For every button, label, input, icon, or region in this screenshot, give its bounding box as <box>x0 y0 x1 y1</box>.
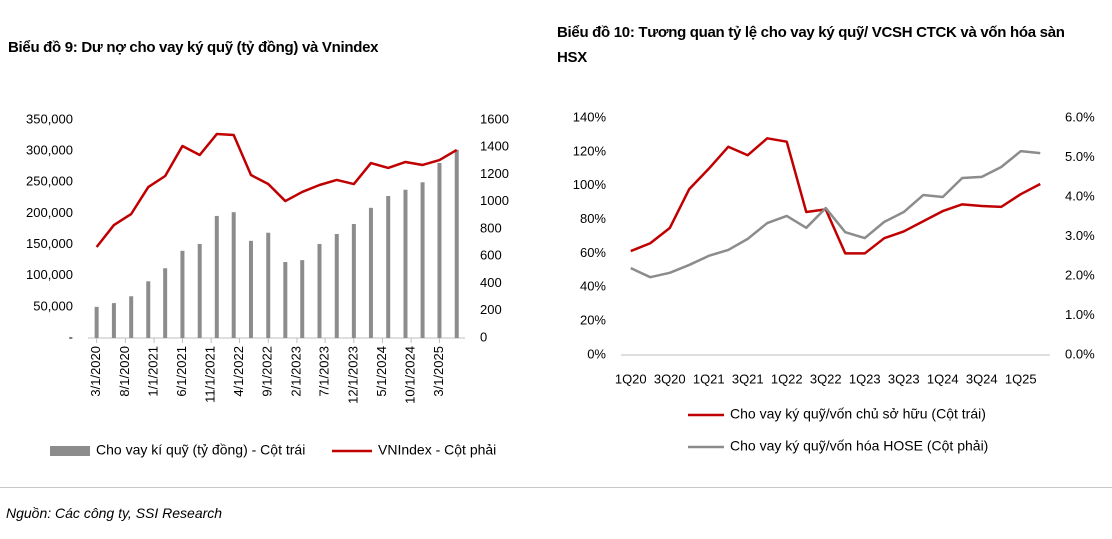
y-tick-label: 200,000 <box>26 205 73 220</box>
bar <box>111 303 116 338</box>
source: Nguồn: Các công ty, SSI Research <box>6 505 223 521</box>
line <box>630 149 1041 279</box>
line <box>95 132 458 248</box>
bar <box>420 182 425 338</box>
y-tick-label: 250,000 <box>26 174 73 189</box>
x-tick-label: 1Q25 <box>1005 371 1037 386</box>
bar <box>368 207 373 338</box>
y2-tick-label: 0.0% <box>1065 346 1095 361</box>
y-tick-label: 120% <box>573 143 607 158</box>
x-tick-label: 5/1/2024 <box>374 346 389 397</box>
y2-tick-label: 0 <box>480 329 487 344</box>
x-tick-label: 3/1/2025 <box>431 346 446 397</box>
legend-swatch <box>50 446 90 456</box>
bar <box>334 233 339 338</box>
bar <box>283 262 288 338</box>
y2-tick-label: 3.0% <box>1065 228 1095 243</box>
bar <box>351 224 356 338</box>
y-tick-label: 300,000 <box>26 143 73 158</box>
y2-tick-label: 1400 <box>480 139 509 154</box>
x-tick-label: 3Q20 <box>654 371 686 386</box>
bar <box>403 189 408 338</box>
legend-label: Cho vay ký quỹ/vốn chủ sở hữu (Cột trái) <box>730 406 986 422</box>
y2-tick-label: 6.0% <box>1065 109 1095 124</box>
y-tick-label: 20% <box>580 313 606 328</box>
bar <box>231 212 236 338</box>
legend-label: Cho vay kí quỹ (tỷ đồng) - Cột trái <box>96 442 305 458</box>
bar <box>197 243 202 338</box>
x-tick-label: 3Q23 <box>888 371 920 386</box>
y-tick-label: 140% <box>573 109 607 124</box>
y-tick-label: 100% <box>573 177 607 192</box>
legend-label: Cho vay ký quỹ/vốn hóa HOSE (Cột phải) <box>730 438 988 454</box>
bar <box>386 195 391 338</box>
y2-tick-label: 1600 <box>480 111 509 126</box>
x-tick-label: 12/1/2023 <box>345 346 360 404</box>
y-tick-label: 80% <box>580 211 606 226</box>
x-tick-label: 1/1/2021 <box>146 346 161 397</box>
y2-tick-label: 800 <box>480 220 502 235</box>
x-tick-label: 1Q23 <box>849 371 881 386</box>
y-tick-label: 0% <box>587 346 606 361</box>
chart-title: Biểu đồ 9: Dư nợ cho vay ký quỹ (tỷ đồng… <box>8 39 379 56</box>
bar <box>437 162 442 338</box>
y2-tick-label: 1000 <box>480 193 509 208</box>
x-tick-label: 3Q21 <box>732 371 764 386</box>
x-tick-label: 10/1/2024 <box>403 346 418 404</box>
bar <box>300 260 305 338</box>
y-tick-label: 150,000 <box>26 236 73 251</box>
x-tick-label: 3Q22 <box>810 371 842 386</box>
x-tick-label: 1Q24 <box>927 371 959 386</box>
y-tick-label: 350,000 <box>26 111 73 126</box>
bar <box>146 281 151 338</box>
line <box>630 137 1041 255</box>
y-tick-label: 60% <box>580 245 606 260</box>
y2-tick-label: 5.0% <box>1065 149 1095 164</box>
bar <box>129 296 134 338</box>
x-tick-label: 1Q22 <box>771 371 803 386</box>
y-tick-label: - <box>69 329 73 344</box>
bar <box>317 243 322 338</box>
y-tick-label: 100,000 <box>26 267 73 282</box>
x-tick-label: 7/1/2023 <box>317 346 332 397</box>
y-tick-label: 50,000 <box>33 298 73 313</box>
bar <box>180 250 185 338</box>
x-tick-label: 2/1/2023 <box>288 346 303 397</box>
x-tick-label: 9/1/2022 <box>260 346 275 397</box>
x-tick-label: 8/1/2020 <box>117 346 132 397</box>
bar <box>214 215 219 338</box>
y2-tick-label: 400 <box>480 275 502 290</box>
y-tick-label: 40% <box>580 279 606 294</box>
bar <box>163 268 168 338</box>
x-tick-label: 1Q20 <box>615 371 647 386</box>
chart-title: Biểu đồ 10: Tương quan tỷ lệ cho vay ký … <box>557 24 1065 66</box>
bar <box>248 240 253 338</box>
x-tick-label: 3/1/2020 <box>88 346 103 397</box>
legend-label: VNIndex - Cột phải <box>378 442 496 458</box>
x-tick-label: 1Q21 <box>693 371 725 386</box>
y2-tick-label: 1.0% <box>1065 307 1095 322</box>
x-tick-label: 6/1/2021 <box>174 346 189 397</box>
y2-tick-label: 1200 <box>480 166 509 181</box>
x-tick-label: 11/1/2021 <box>203 346 218 403</box>
divider <box>0 487 1112 488</box>
bar <box>454 149 459 338</box>
y2-tick-label: 200 <box>480 302 502 317</box>
bar <box>94 306 99 338</box>
bar <box>266 232 271 338</box>
y2-tick-label: 2.0% <box>1065 267 1095 282</box>
x-tick-label: 4/1/2022 <box>231 346 246 397</box>
y2-tick-label: 4.0% <box>1065 188 1095 203</box>
y2-tick-label: 600 <box>480 248 502 263</box>
x-tick-label: 3Q24 <box>966 371 998 386</box>
